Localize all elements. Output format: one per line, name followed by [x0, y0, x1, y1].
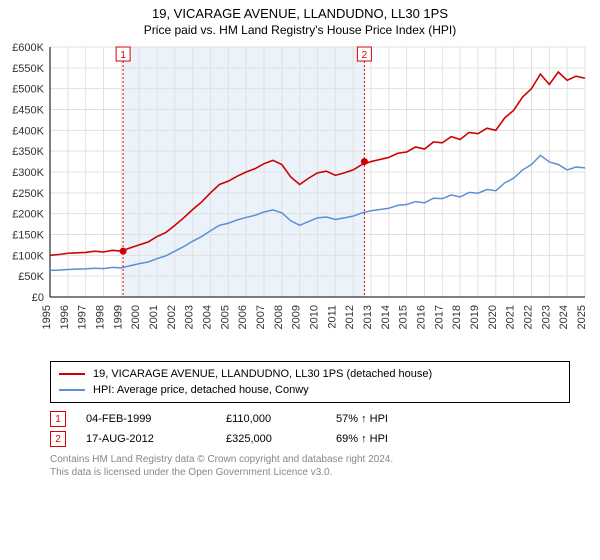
svg-text:2020: 2020 — [487, 305, 499, 329]
svg-text:1997: 1997 — [77, 305, 89, 329]
sale-hpi: 57% ↑ HPI — [336, 413, 426, 425]
svg-text:2018: 2018 — [451, 305, 463, 329]
svg-text:£550K: £550K — [12, 63, 44, 75]
title-subtitle: Price paid vs. HM Land Registry's House … — [0, 23, 600, 37]
svg-text:£450K: £450K — [12, 105, 44, 117]
svg-text:2011: 2011 — [326, 305, 338, 329]
svg-text:£500K: £500K — [12, 84, 44, 96]
svg-text:2008: 2008 — [273, 305, 285, 329]
chart-area: £0 £50K £100K £150K £200K £250K £300K £350K £400… — [0, 37, 600, 357]
legend-item: HPI: Average price, detached house, Conw… — [59, 382, 561, 398]
sale-price: £325,000 — [226, 433, 316, 445]
svg-text:£150K: £150K — [12, 230, 44, 242]
svg-text:2: 2 — [362, 50, 368, 61]
svg-text:2002: 2002 — [166, 305, 178, 329]
sale-marker-icon: 1 — [50, 411, 66, 427]
line-chart: £0 £50K £100K £150K £200K £250K £300K £350K £400… — [0, 37, 600, 357]
title-address: 19, VICARAGE AVENUE, LLANDUDNO, LL30 1PS — [0, 6, 600, 21]
svg-text:2000: 2000 — [130, 305, 142, 329]
legend-swatch — [59, 389, 85, 391]
svg-text:2003: 2003 — [184, 305, 196, 329]
svg-text:2016: 2016 — [416, 305, 428, 329]
svg-text:2019: 2019 — [469, 305, 481, 329]
svg-text:2025: 2025 — [576, 305, 588, 329]
svg-text:£0: £0 — [32, 292, 44, 304]
svg-text:2015: 2015 — [398, 305, 410, 329]
svg-text:1996: 1996 — [59, 305, 71, 329]
footnote-line-2: This data is licensed under the Open Gov… — [50, 466, 570, 479]
svg-text:2017: 2017 — [433, 305, 445, 329]
svg-text:1999: 1999 — [112, 305, 124, 329]
svg-text:£250K: £250K — [12, 188, 44, 200]
svg-text:2007: 2007 — [255, 305, 267, 329]
svg-text:£100K: £100K — [12, 250, 44, 262]
svg-text:£600K: £600K — [12, 42, 44, 54]
svg-text:£200K: £200K — [12, 209, 44, 221]
svg-text:2023: 2023 — [540, 305, 552, 329]
legend-swatch — [59, 373, 85, 375]
legend: 19, VICARAGE AVENUE, LLANDUDNO, LL30 1PS… — [50, 361, 570, 403]
titles: 19, VICARAGE AVENUE, LLANDUDNO, LL30 1PS… — [0, 0, 600, 37]
svg-text:1: 1 — [120, 50, 126, 61]
svg-text:2024: 2024 — [558, 305, 570, 329]
svg-text:2001: 2001 — [148, 305, 160, 329]
svg-text:2013: 2013 — [362, 305, 374, 329]
svg-text:£50K: £50K — [18, 271, 44, 283]
footnote-line-1: Contains HM Land Registry data © Crown c… — [50, 453, 570, 466]
footnote: Contains HM Land Registry data © Crown c… — [50, 453, 570, 479]
svg-text:2004: 2004 — [202, 305, 214, 329]
svg-text:£350K: £350K — [12, 146, 44, 158]
svg-text:£400K: £400K — [12, 125, 44, 137]
svg-text:2012: 2012 — [344, 305, 356, 329]
legend-label: HPI: Average price, detached house, Conw… — [93, 384, 309, 396]
sale-row: 2 17-AUG-2012 £325,000 69% ↑ HPI — [50, 429, 570, 449]
svg-text:1998: 1998 — [95, 305, 107, 329]
svg-text:2022: 2022 — [523, 305, 535, 329]
svg-text:2005: 2005 — [219, 305, 231, 329]
sale-date: 17-AUG-2012 — [86, 433, 206, 445]
svg-text:2009: 2009 — [291, 305, 303, 329]
sale-marker-icon: 2 — [50, 431, 66, 447]
sale-row: 1 04-FEB-1999 £110,000 57% ↑ HPI — [50, 409, 570, 429]
sale-date: 04-FEB-1999 — [86, 413, 206, 425]
sales-table: 1 04-FEB-1999 £110,000 57% ↑ HPI 2 17-AUG-201… — [50, 409, 570, 449]
svg-text:2010: 2010 — [309, 305, 321, 329]
sale-price: £110,000 — [226, 413, 316, 425]
svg-text:2006: 2006 — [237, 305, 249, 329]
svg-text:1995: 1995 — [41, 305, 53, 329]
sale-hpi: 69% ↑ HPI — [336, 433, 426, 445]
legend-label: 19, VICARAGE AVENUE, LLANDUDNO, LL30 1PS… — [93, 368, 432, 380]
svg-text:£300K: £300K — [12, 167, 44, 179]
svg-text:2014: 2014 — [380, 305, 392, 329]
legend-item: 19, VICARAGE AVENUE, LLANDUDNO, LL30 1PS… — [59, 366, 561, 382]
chart-container: 19, VICARAGE AVENUE, LLANDUDNO, LL30 1PS… — [0, 0, 600, 479]
svg-text:2021: 2021 — [505, 305, 517, 329]
